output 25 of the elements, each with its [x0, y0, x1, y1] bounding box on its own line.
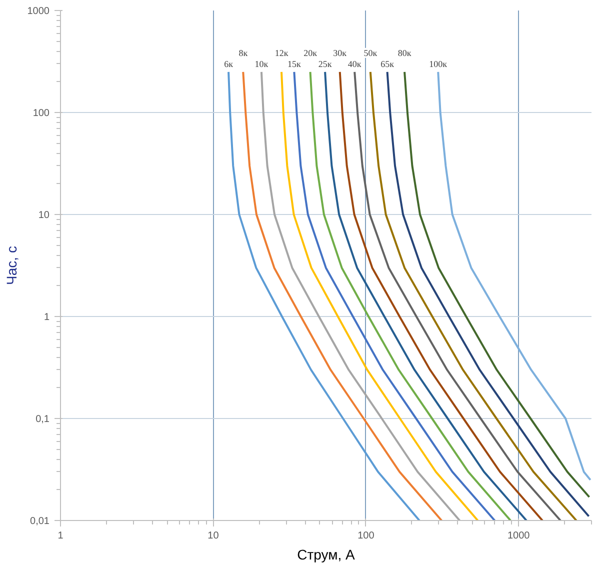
series-label: 50к — [364, 48, 378, 58]
series-label: 8к — [238, 48, 248, 58]
series-label: 100к — [429, 58, 448, 69]
x-axis-title: Струм, А — [297, 546, 356, 562]
series-label: 25к — [318, 58, 332, 69]
y-tick-label: 1 — [44, 312, 50, 323]
series-label: 40к — [348, 58, 362, 69]
series-label: 6к — [224, 58, 234, 69]
series-label: 30к — [333, 48, 348, 58]
y-tick-label: 1000 — [27, 6, 50, 17]
series-label: 65к — [380, 58, 395, 69]
x-tick-label: 1000 — [508, 530, 530, 542]
series-label: 80к — [398, 48, 412, 58]
series-label: 20к — [304, 48, 318, 58]
y-axis-title: Час, с — [3, 246, 20, 285]
series-label: 12к — [274, 48, 289, 58]
series-label: 15к — [287, 58, 302, 69]
y-tick-label: 0,01 — [30, 516, 50, 527]
x-tick-label: 100 — [358, 530, 375, 542]
y-tick-label: 0,1 — [36, 414, 50, 425]
y-tick-label: 10 — [38, 210, 50, 221]
x-tick-label: 10 — [208, 530, 220, 542]
x-tick-label: 1 — [58, 530, 64, 542]
y-tick-label: 100 — [32, 108, 50, 119]
series-label: 10к — [254, 58, 269, 69]
